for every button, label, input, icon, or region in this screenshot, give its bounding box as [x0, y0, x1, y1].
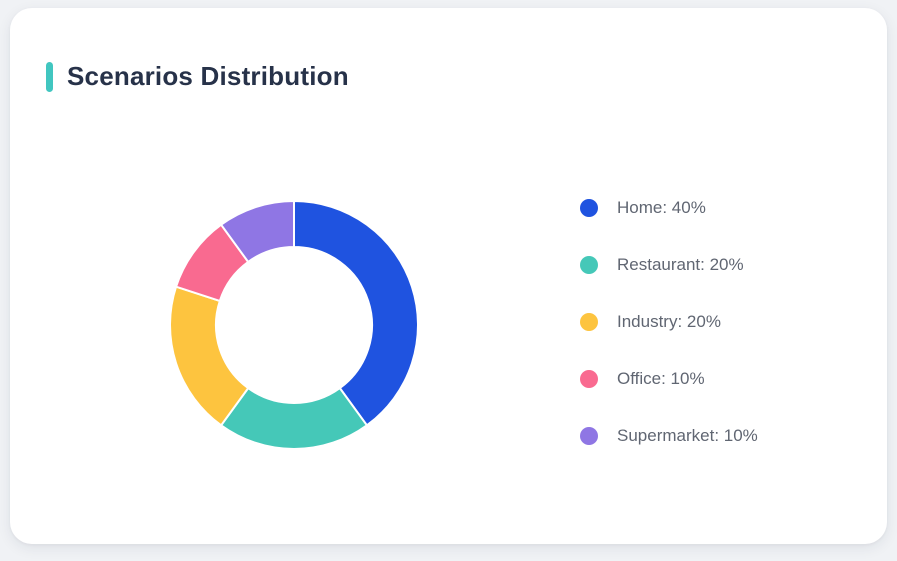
page-title: Scenarios Distribution — [67, 61, 349, 91]
chart-legend: Home: 40% Restaurant: 20% Industry: 20% … — [580, 198, 758, 445]
legend-item-home[interactable]: Home: 40% — [580, 198, 758, 217]
legend-label-home: Home: 40% — [617, 198, 706, 217]
legend-item-supermarket[interactable]: Supermarket: 10% — [580, 426, 758, 445]
legend-dot-office — [580, 370, 598, 388]
legend-label-office: Office: 10% — [617, 369, 705, 388]
legend-dot-supermarket — [580, 427, 598, 445]
legend-label-industry: Industry: 20% — [617, 312, 721, 331]
legend-item-industry[interactable]: Industry: 20% — [580, 312, 758, 331]
legend-dot-restaurant — [580, 256, 598, 274]
donut-segment-home[interactable] — [293, 200, 419, 427]
donut-segment-industry[interactable] — [169, 285, 250, 427]
legend-item-restaurant[interactable]: Restaurant: 20% — [580, 255, 758, 274]
donut-segment-restaurant[interactable] — [220, 387, 368, 450]
legend-item-office[interactable]: Office: 10% — [580, 369, 758, 388]
legend-label-supermarket: Supermarket: 10% — [617, 426, 758, 445]
scenarios-card: Scenarios Distribution Home: 40% Restaur… — [10, 8, 887, 544]
title-accent-bar — [46, 61, 53, 92]
card-header: Scenarios Distribution — [46, 61, 349, 92]
legend-label-restaurant: Restaurant: 20% — [617, 255, 744, 274]
donut-segment-supermarket[interactable] — [220, 200, 295, 263]
legend-dot-industry — [580, 313, 598, 331]
legend-dot-home — [580, 199, 598, 217]
donut-chart — [169, 200, 419, 450]
